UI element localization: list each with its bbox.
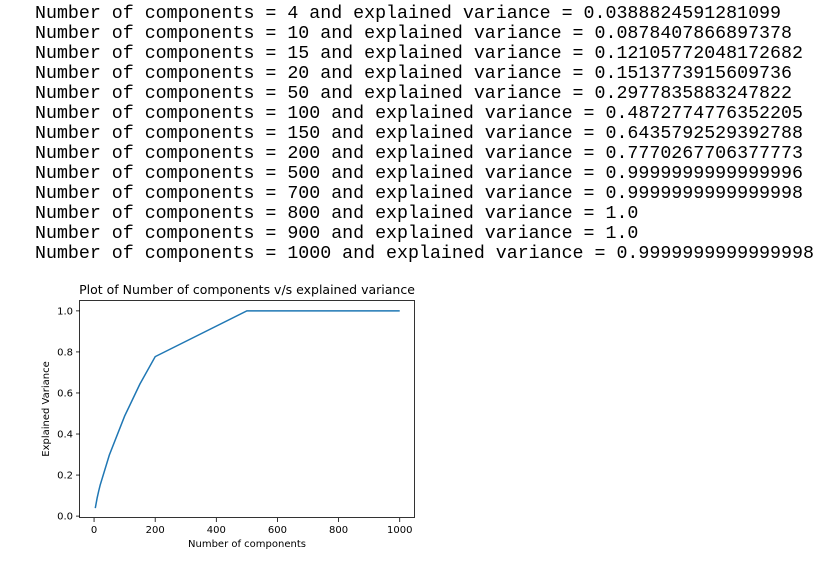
output-line: Number of components = 4 and explained v… xyxy=(35,4,781,24)
x-tick-label: 600 xyxy=(268,525,287,536)
axis-ticks: 0 200 400 600 800 1000 0.0 0.2 0.4 0.6 0.8 1.0 xyxy=(57,306,412,536)
output-line: Number of components = 10 and explained … xyxy=(35,24,792,44)
series-line xyxy=(94,310,400,509)
x-axis-label: Number of components xyxy=(188,539,306,550)
y-tick-label: 0.2 xyxy=(57,471,73,482)
output-line: Number of components = 900 and explained… xyxy=(35,224,639,244)
output-line: Number of components = 20 and explained … xyxy=(35,64,792,84)
output-line: Number of components = 700 and explained… xyxy=(35,184,803,204)
cell-output: Number of components = 4 and explained v… xyxy=(35,4,814,264)
y-tick-label: 1.0 xyxy=(57,306,73,317)
output-line: Number of components = 800 and explained… xyxy=(35,204,639,224)
y-tick-label: 0.4 xyxy=(57,430,73,441)
chart-title: Plot of Number of components v/s explain… xyxy=(79,282,415,297)
output-line: Number of components = 15 and explained … xyxy=(35,44,803,64)
x-tick-label: 200 xyxy=(146,525,165,536)
y-tick-label: 0.6 xyxy=(57,388,73,399)
x-tick-label: 1000 xyxy=(387,525,412,536)
x-tick-label: 400 xyxy=(207,525,226,536)
output-line: Number of components = 150 and explained… xyxy=(35,124,803,144)
x-tick-label: 0 xyxy=(91,525,97,536)
plot-frame xyxy=(79,300,415,518)
y-axis-label: Explained Variance xyxy=(41,361,52,456)
output-line: Number of components = 1000 and explaine… xyxy=(35,244,814,264)
y-tick-label: 0.8 xyxy=(57,347,73,358)
output-line: Number of components = 200 and explained… xyxy=(35,144,803,164)
x-tick-label: 800 xyxy=(329,525,348,536)
output-line: Number of components = 100 and explained… xyxy=(35,104,803,124)
output-line: Number of components = 500 and explained… xyxy=(35,164,803,184)
explained-variance-chart: Plot of Number of components v/s explain… xyxy=(41,282,415,550)
y-tick-label: 0.0 xyxy=(57,512,73,523)
output-line: Number of components = 50 and explained … xyxy=(35,84,792,104)
